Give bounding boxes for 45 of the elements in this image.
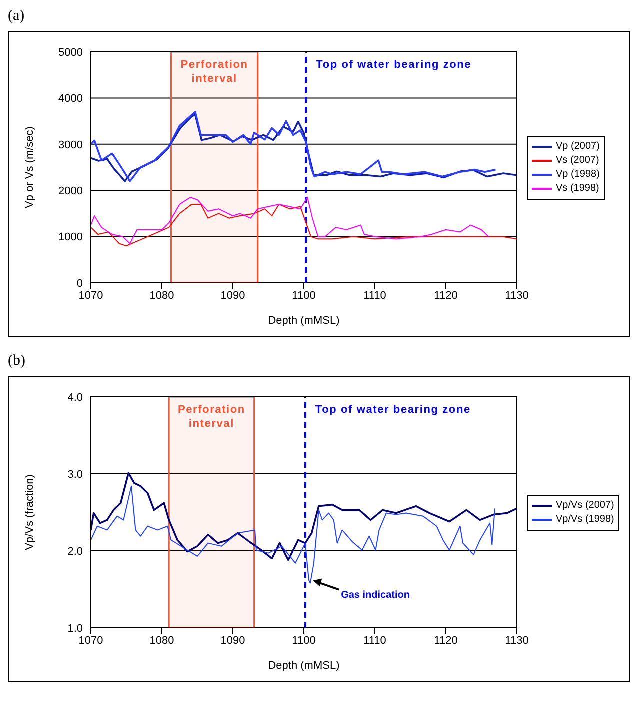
band-label: Perforation interval [178, 404, 246, 430]
band-label: Perforation interval [180, 59, 248, 85]
chart-title: (a) [8, 8, 26, 25]
legend-label: Vp/Vs (1998) [556, 512, 614, 526]
legend-label: Vp (2007) [556, 140, 600, 154]
x-tick-label: 1130 [505, 290, 529, 302]
y-tick-label: 5000 [58, 46, 83, 59]
x-tick-label: 1100 [292, 634, 316, 647]
x-tick-label: 1100 [292, 290, 316, 302]
line-series [91, 204, 517, 247]
x-tick-label: 1070 [78, 290, 104, 302]
legend-label: Vs (1998) [556, 182, 600, 196]
annotation: Gas indication [341, 590, 410, 601]
y-tick-label: 3000 [58, 139, 83, 152]
y-tick-label: 1000 [58, 232, 83, 244]
legend-label: Vp (1998) [556, 168, 600, 182]
x-axis-title: Depth (mMSL) [268, 660, 340, 672]
x-axis-title: Depth (mMSL) [268, 315, 340, 327]
y-tick-label: 2000 [58, 186, 83, 198]
y-tick-label: 1.0 [68, 622, 83, 635]
legend-label: Vs (2007) [556, 154, 600, 168]
legend-label: Vp/Vs (2007) [556, 498, 614, 512]
x-tick-label: 1090 [220, 634, 246, 647]
x-tick-label: 1130 [505, 634, 529, 647]
y-axis-title: Vp or Vs (m/sec) [24, 126, 36, 208]
y-tick-label: 3.0 [68, 468, 83, 481]
chart-title: (b) [8, 353, 26, 370]
x-tick-label: 1110 [364, 634, 386, 647]
line-series [91, 486, 496, 584]
ref-line-label: Top of water bearing zone [315, 404, 471, 416]
line-series [91, 197, 490, 244]
line-series [91, 472, 517, 562]
y-tick-label: 4.0 [68, 392, 83, 404]
y-tick-label: 0 [76, 278, 83, 290]
x-tick-label: 1080 [150, 290, 174, 302]
x-tick-label: 1070 [78, 634, 104, 647]
y-axis-title: Vp/Vs (fraction) [24, 474, 36, 550]
x-tick-label: 1120 [434, 290, 458, 302]
x-tick-label: 1120 [434, 634, 458, 647]
y-tick-label: 2.0 [68, 546, 83, 558]
x-tick-label: 1090 [220, 290, 246, 302]
x-tick-label: 1110 [364, 290, 386, 302]
x-tick-label: 1080 [150, 634, 174, 647]
y-tick-label: 4000 [58, 93, 83, 106]
ref-line-label: Top of water bearing zone [316, 59, 472, 71]
